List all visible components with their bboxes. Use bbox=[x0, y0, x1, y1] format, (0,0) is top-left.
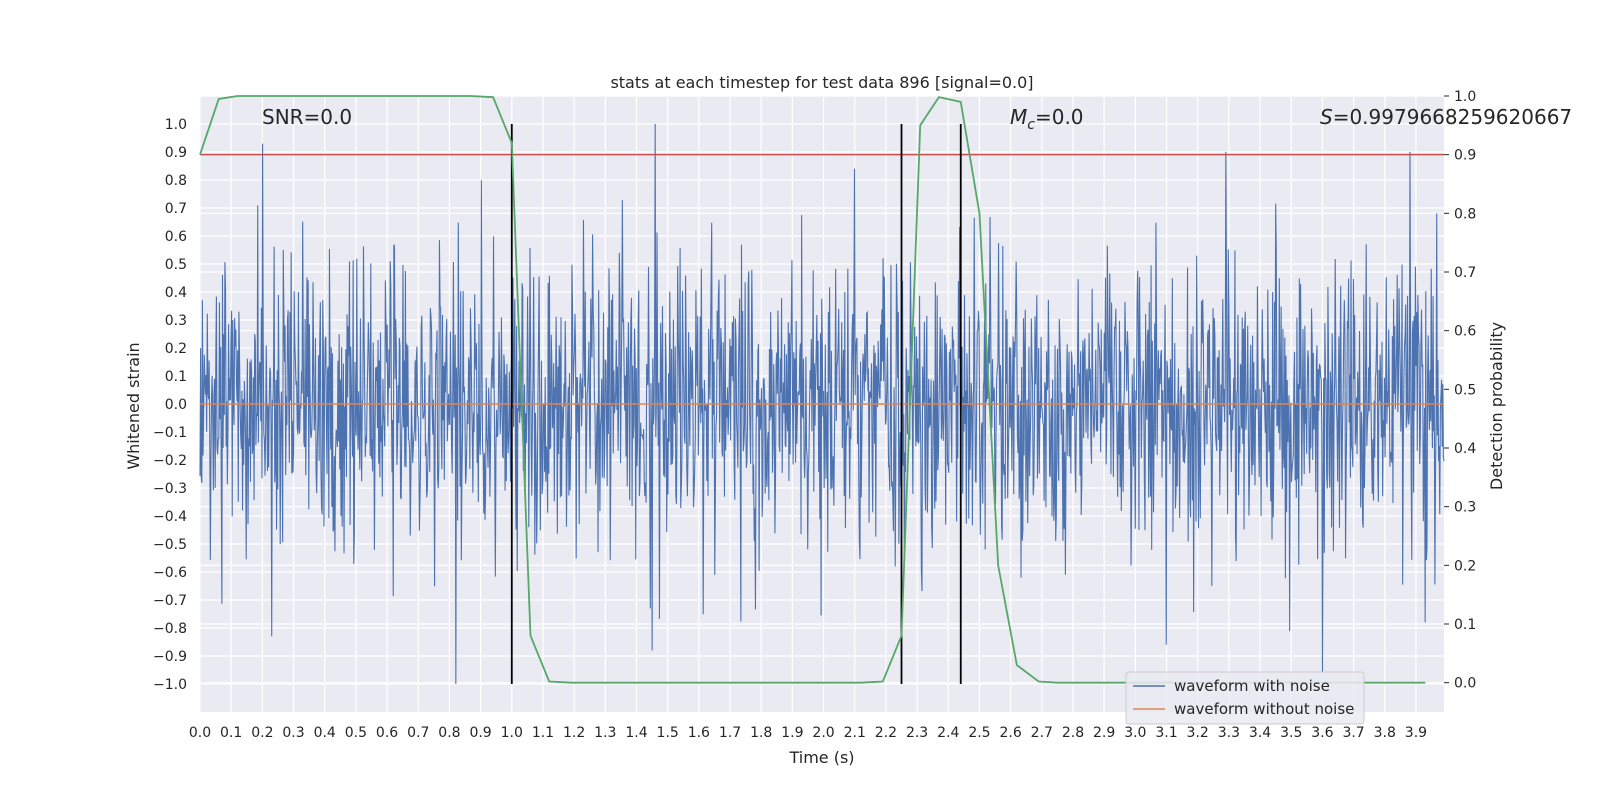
x-tick-label: 2.7 bbox=[1031, 725, 1053, 741]
y-tick-label: 0.8 bbox=[165, 173, 187, 189]
y-tick-label: 0.5 bbox=[165, 257, 187, 273]
chart-title: stats at each timestep for test data 896… bbox=[610, 73, 1033, 92]
score-value: =0.9979668259620667 bbox=[1333, 105, 1572, 129]
x-tick-label: 1.6 bbox=[688, 725, 710, 741]
legend-label-clean: waveform without noise bbox=[1174, 700, 1354, 718]
x-tick-label: 2.9 bbox=[1093, 725, 1115, 741]
x-tick-label: 1.5 bbox=[657, 725, 679, 741]
y-tick-label: −0.1 bbox=[153, 425, 187, 441]
chirp-mass-annotation: Mc=0.0 bbox=[1010, 105, 1084, 133]
x-axis-ticks: 0.0 0.1 0.2 0.3 0.4 0.5 0.6 0.7 0.8 0.9 1.0 1.1 1.2 1… bbox=[189, 725, 1427, 741]
x-tick-label: 0.6 bbox=[376, 725, 398, 741]
y2-tick-label: 0.3 bbox=[1454, 500, 1476, 516]
y-tick-label: 1.0 bbox=[165, 117, 187, 133]
y2-tick-label: 0.9 bbox=[1454, 148, 1476, 164]
x-tick-label: 3.7 bbox=[1342, 725, 1364, 741]
y-tick-label: 0.0 bbox=[165, 397, 187, 413]
chirp-mass-value: =0.0 bbox=[1035, 105, 1084, 129]
overlay-layer bbox=[199, 95, 1444, 684]
y-tick-label: 0.3 bbox=[165, 313, 187, 329]
y-tick-label: −0.6 bbox=[153, 565, 187, 581]
x-tick-label: 2.4 bbox=[937, 725, 959, 741]
x-axis-label: Time (s) bbox=[788, 748, 854, 767]
legend: waveform with noise waveform without noi… bbox=[1125, 671, 1365, 725]
x-tick-label: 1.4 bbox=[625, 725, 647, 741]
y-tick-label: 0.9 bbox=[165, 145, 187, 161]
y-tick-label: −0.2 bbox=[153, 453, 187, 469]
x-tick-label: 3.8 bbox=[1374, 725, 1396, 741]
x-tick-label: 1.2 bbox=[563, 725, 585, 741]
y-axis-label: Whitened strain bbox=[124, 342, 143, 469]
x-tick-label: 0.0 bbox=[189, 725, 211, 741]
y-tick-label: −0.9 bbox=[153, 649, 187, 665]
x-tick-label: 1.0 bbox=[501, 725, 523, 741]
x-tick-label: 3.5 bbox=[1280, 725, 1302, 741]
chirp-mass-symbol: M bbox=[1010, 105, 1027, 129]
x-tick-label: 3.2 bbox=[1187, 725, 1209, 741]
x-tick-label: 0.1 bbox=[220, 725, 242, 741]
x-tick-label: 3.9 bbox=[1405, 725, 1427, 741]
y-tick-label: 0.1 bbox=[165, 369, 187, 385]
y2-tick-label: 0.5 bbox=[1454, 382, 1476, 398]
y-tick-label: 0.4 bbox=[165, 285, 187, 301]
waveform-with-noise-line bbox=[199, 123, 1445, 685]
y-tick-label: 0.2 bbox=[165, 341, 187, 357]
y-tick-label: −0.8 bbox=[153, 621, 187, 637]
x-tick-label: 0.4 bbox=[314, 725, 336, 741]
legend-box bbox=[1125, 671, 1365, 725]
x-tick-label: 0.5 bbox=[345, 725, 367, 741]
y2-tick-label: 0.0 bbox=[1454, 676, 1476, 692]
detection-probability-line bbox=[199, 95, 1426, 684]
x-tick-label: 1.3 bbox=[594, 725, 616, 741]
y-tick-label: −0.3 bbox=[153, 481, 187, 497]
y2-axis-label: Detection probability bbox=[1487, 322, 1506, 490]
snr-annotation: SNR=0.0 bbox=[262, 105, 352, 129]
y-tick-label: −1.0 bbox=[153, 677, 187, 693]
y-tick-label: −0.5 bbox=[153, 537, 187, 553]
x-tick-label: 0.7 bbox=[407, 725, 429, 741]
y2-tick-label: 1.0 bbox=[1454, 89, 1476, 105]
y-tick-label: −0.7 bbox=[153, 593, 187, 609]
x-tick-label: 1.8 bbox=[750, 725, 772, 741]
y2-tick-label: 0.7 bbox=[1454, 265, 1476, 281]
x-tick-label: 1.1 bbox=[532, 725, 554, 741]
x-tick-label: 0.2 bbox=[251, 725, 273, 741]
x-tick-label: 2.6 bbox=[999, 725, 1021, 741]
x-tick-label: 2.5 bbox=[968, 725, 990, 741]
x-tick-label: 2.3 bbox=[906, 725, 928, 741]
y2-tick-label: 0.2 bbox=[1454, 558, 1476, 574]
y2-tick-label: 0.1 bbox=[1454, 617, 1476, 633]
x-tick-label: 3.1 bbox=[1155, 725, 1177, 741]
x-tick-label: 0.8 bbox=[438, 725, 460, 741]
x-tick-label: 3.4 bbox=[1249, 725, 1271, 741]
x-tick-label: 3.6 bbox=[1311, 725, 1333, 741]
x-tick-label: 1.9 bbox=[781, 725, 803, 741]
x-tick-label: 3.0 bbox=[1124, 725, 1146, 741]
y2-tick-label: 0.8 bbox=[1454, 206, 1476, 222]
x-tick-label: 3.3 bbox=[1218, 725, 1240, 741]
score-annotation: S=0.9979668259620667 bbox=[1320, 105, 1572, 129]
x-tick-label: 0.3 bbox=[282, 725, 304, 741]
y-axis-ticks: 1.0 0.9 0.8 0.7 0.6 0.5 0.4 0.3 0.2 0.1 0.0 −0.1 −0.… bbox=[153, 117, 187, 693]
y-tick-label: −0.4 bbox=[153, 509, 187, 525]
y2-axis-ticks: 1.0 0.9 0.8 0.7 0.6 0.5 0.4 0.3 0.2 0.1 0.0 bbox=[1444, 89, 1476, 692]
y-tick-label: 0.7 bbox=[165, 201, 187, 217]
x-tick-label: 2.8 bbox=[1062, 725, 1084, 741]
waveform-with-noise-series bbox=[199, 123, 1445, 685]
chirp-mass-subscript: c bbox=[1027, 117, 1035, 133]
y2-tick-label: 0.6 bbox=[1454, 324, 1476, 340]
x-tick-label: 2.2 bbox=[875, 725, 897, 741]
x-tick-label: 1.7 bbox=[719, 725, 741, 741]
score-symbol: S bbox=[1320, 105, 1333, 129]
y2-tick-label: 0.4 bbox=[1454, 441, 1476, 457]
y-tick-label: 0.6 bbox=[165, 229, 187, 245]
x-tick-label: 2.0 bbox=[812, 725, 834, 741]
x-tick-label: 0.9 bbox=[469, 725, 491, 741]
x-tick-label: 2.1 bbox=[844, 725, 866, 741]
legend-label-noise: waveform with noise bbox=[1174, 677, 1330, 695]
